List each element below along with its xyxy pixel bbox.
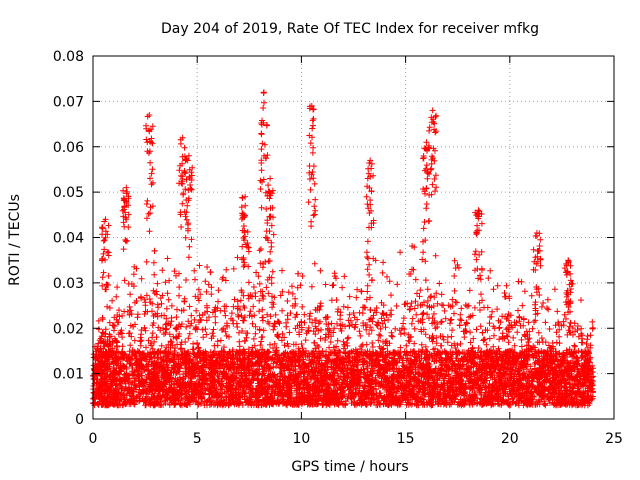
x-tick-label: 0: [89, 431, 98, 447]
y-tick-label: 0.04: [53, 231, 84, 247]
chart-title: Day 204 of 2019, Rate Of TEC Index for r…: [161, 21, 539, 37]
x-tick-label: 15: [397, 431, 415, 447]
y-tick-label: 0.07: [53, 94, 84, 110]
y-tick-labels: 0 0.01 0.02 0.03 0.04 0.05 0.06 0.07 0.08: [53, 49, 84, 428]
x-tick-label: 10: [292, 431, 310, 447]
y-tick-label: 0.01: [53, 367, 84, 383]
y-tick-label: 0.05: [53, 185, 84, 201]
y-tick-label: 0.08: [53, 49, 84, 65]
x-tick-label: 25: [605, 431, 623, 447]
data-points: [90, 89, 597, 409]
y-tick-label: 0: [75, 412, 84, 428]
y-axis-label: ROTI / TECUs: [7, 194, 23, 286]
roti-points: [90, 89, 597, 409]
x-axis-label: GPS time / hours: [291, 459, 408, 475]
y-tick-label: 0.03: [53, 276, 84, 292]
x-tick-label: 5: [193, 431, 202, 447]
y-tick-label: 0.02: [53, 321, 84, 337]
x-tick-labels: 0 5 10 15 20 25: [89, 431, 623, 447]
x-tick-label: 20: [501, 431, 519, 447]
y-tick-label: 0.06: [53, 140, 84, 156]
axis-ticks: [92, 55, 615, 420]
